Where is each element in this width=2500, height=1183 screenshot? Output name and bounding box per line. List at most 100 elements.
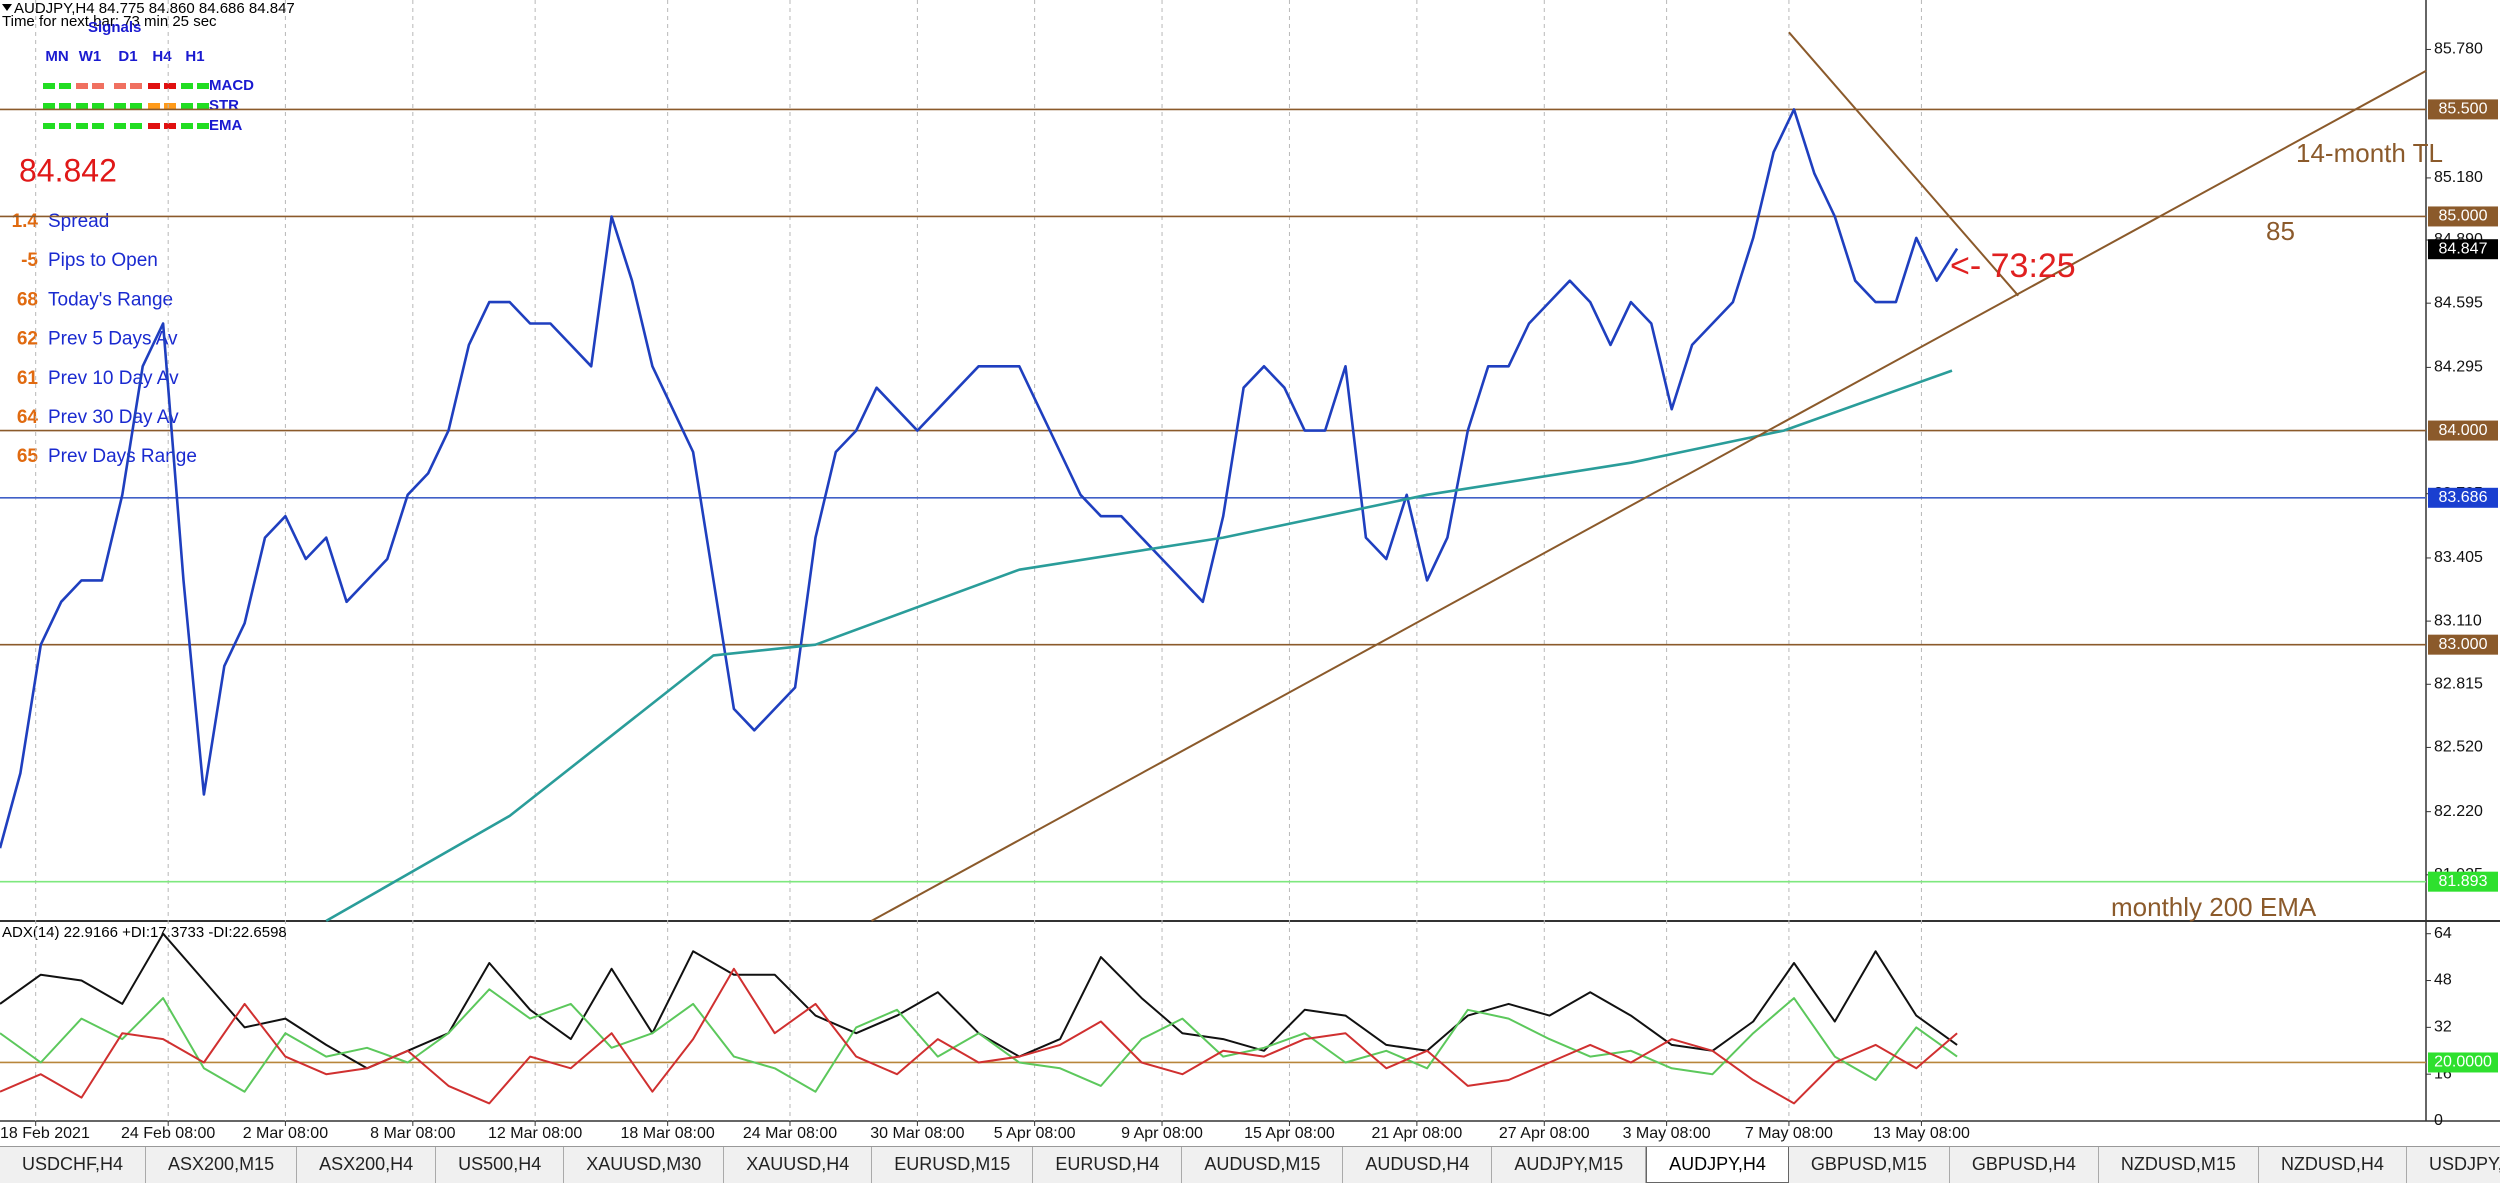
signal-cell — [92, 83, 104, 89]
x-tick-label: 30 Mar 08:00 — [870, 1125, 964, 1142]
chart-tab[interactable]: NZDUSD,M15 — [2099, 1147, 2259, 1183]
chart-tab[interactable]: EURUSD,M15 — [872, 1147, 1034, 1183]
stat-value: -5 — [21, 250, 38, 271]
stat-label: Prev 30 Day Av — [48, 407, 179, 428]
chart-tab[interactable]: USDCHF,H4 — [0, 1147, 147, 1183]
signal-cell — [76, 123, 88, 129]
level-label: 83.000 — [2439, 636, 2488, 653]
level-box — [2428, 99, 2498, 120]
y-tick-label: 85.180 — [2434, 169, 2483, 186]
x-tick-label: 18 Feb 2021 — [0, 1125, 90, 1142]
x-tick-label: 7 May 08:00 — [1745, 1125, 1833, 1142]
signal-cell — [114, 123, 126, 129]
y-tick-label: 83.405 — [2434, 549, 2483, 566]
chart-tab[interactable]: NZDUSD,H4 — [2259, 1147, 2407, 1183]
level-label: 81.893 — [2439, 873, 2488, 890]
y-tick-label: 82.815 — [2434, 675, 2483, 692]
x-tick-label: 5 Apr 08:00 — [994, 1125, 1076, 1142]
signal-cell — [181, 123, 193, 129]
annotation: <- 73:25 — [1950, 247, 2076, 285]
signal-column: MN — [45, 48, 68, 65]
signal-column: H1 — [185, 48, 204, 65]
level-label: 83.686 — [2439, 489, 2488, 506]
signals-title: Signals — [88, 19, 141, 36]
signal-cell — [164, 103, 176, 109]
y-tick-label: 48 — [2434, 972, 2452, 989]
stat-value: 61 — [17, 368, 39, 389]
chart-tab[interactable]: XAUUSD,M30 — [564, 1147, 725, 1183]
stat-label: Prev 10 Day Av — [48, 368, 179, 389]
stat-value: 62 — [17, 329, 38, 350]
signal-cell — [76, 103, 88, 109]
annotation: 14-month TL — [2296, 138, 2443, 168]
x-tick-label: 24 Mar 08:00 — [743, 1125, 837, 1142]
stat-label: Pips to Open — [48, 250, 158, 271]
x-tick-label: 2 Mar 08:00 — [243, 1125, 328, 1142]
signal-cell — [130, 123, 142, 129]
signal-label: EMA — [209, 117, 243, 134]
signal-cell — [114, 83, 126, 89]
signal-cell — [76, 83, 88, 89]
y-tick-label: 82.220 — [2434, 803, 2483, 820]
level-box — [2428, 871, 2498, 892]
signal-cell — [92, 103, 104, 109]
signal-column: W1 — [79, 48, 102, 65]
y-tick-label: 84.295 — [2434, 359, 2483, 376]
symbol-line: AUDJPY,H4 84.775 84.860 84.686 84.847 — [14, 0, 295, 17]
chart-tab[interactable]: GBPUSD,H4 — [1950, 1147, 2099, 1183]
chart-tab[interactable]: AUDUSD,M15 — [1182, 1147, 1344, 1183]
level-box — [2428, 634, 2498, 655]
chart-tab[interactable]: GBPUSD,M15 — [1789, 1147, 1950, 1183]
trend-line — [871, 69, 2427, 922]
chart-tab[interactable]: ASX200,H4 — [297, 1147, 437, 1183]
annotation: monthly 200 EMA — [2111, 892, 2317, 922]
trend-line — [1788, 31, 2020, 297]
x-tick-label: 8 Mar 08:00 — [370, 1125, 455, 1142]
y-tick-label: 32 — [2434, 1019, 2452, 1036]
collapse-icon — [2, 4, 12, 11]
y-tick-label: 85.780 — [2434, 41, 2483, 58]
chart-tab[interactable]: AUDUSD,H4 — [1343, 1147, 1493, 1183]
x-tick-label: 18 Mar 08:00 — [621, 1125, 715, 1142]
level-label: 85.000 — [2439, 208, 2488, 225]
x-tick-label: 24 Feb 08:00 — [121, 1125, 215, 1142]
stat-value: 64 — [17, 407, 39, 428]
chart-tab[interactable]: EURUSD,H4 — [1033, 1147, 1183, 1183]
y-tick-label: 83.110 — [2434, 612, 2482, 629]
chart-tab[interactable]: AUDJPY,H4 — [1646, 1147, 1789, 1183]
level-box — [2428, 239, 2498, 260]
signal-cell — [148, 83, 160, 89]
signal-cell — [59, 83, 71, 89]
signal-cell — [43, 103, 55, 109]
chart-tab[interactable]: USDJPY,M15 — [2407, 1147, 2500, 1183]
stat-value: 65 — [17, 446, 39, 467]
x-tick-label: 27 Apr 08:00 — [1499, 1125, 1590, 1142]
signal-cell — [59, 123, 71, 129]
x-tick-label: 3 May 08:00 — [1623, 1125, 1711, 1142]
y-tick-label: 84.595 — [2434, 294, 2483, 311]
level-box — [2428, 1052, 2498, 1073]
y-tick-label: 0 — [2434, 1112, 2443, 1129]
chart-tab[interactable]: US500,H4 — [436, 1147, 565, 1183]
signal-cell — [130, 103, 142, 109]
signal-cell — [148, 123, 160, 129]
annotation: 85 — [2266, 216, 2295, 246]
signal-cell — [148, 103, 160, 109]
chart-tab[interactable]: AUDJPY,M15 — [1492, 1147, 1647, 1183]
signal-label: MACD — [209, 77, 254, 94]
series-line — [325, 369, 1953, 923]
x-tick-label: 9 Apr 08:00 — [1121, 1125, 1203, 1142]
signal-cell — [43, 83, 55, 89]
x-tick-label: 15 Apr 08:00 — [1244, 1125, 1335, 1142]
x-tick-label: 21 Apr 08:00 — [1371, 1125, 1462, 1142]
signal-cell — [43, 123, 55, 129]
chart-tab[interactable]: XAUUSD,H4 — [724, 1147, 873, 1183]
y-tick-label: 82.520 — [2434, 739, 2483, 756]
signal-cell — [197, 83, 209, 89]
signal-cell — [92, 123, 104, 129]
stat-label: Spread — [48, 211, 109, 232]
chart-tab[interactable]: ASX200,M15 — [146, 1147, 298, 1183]
level-label: 84.000 — [2439, 422, 2488, 439]
signal-cell — [197, 123, 209, 129]
signal-cell — [114, 103, 126, 109]
